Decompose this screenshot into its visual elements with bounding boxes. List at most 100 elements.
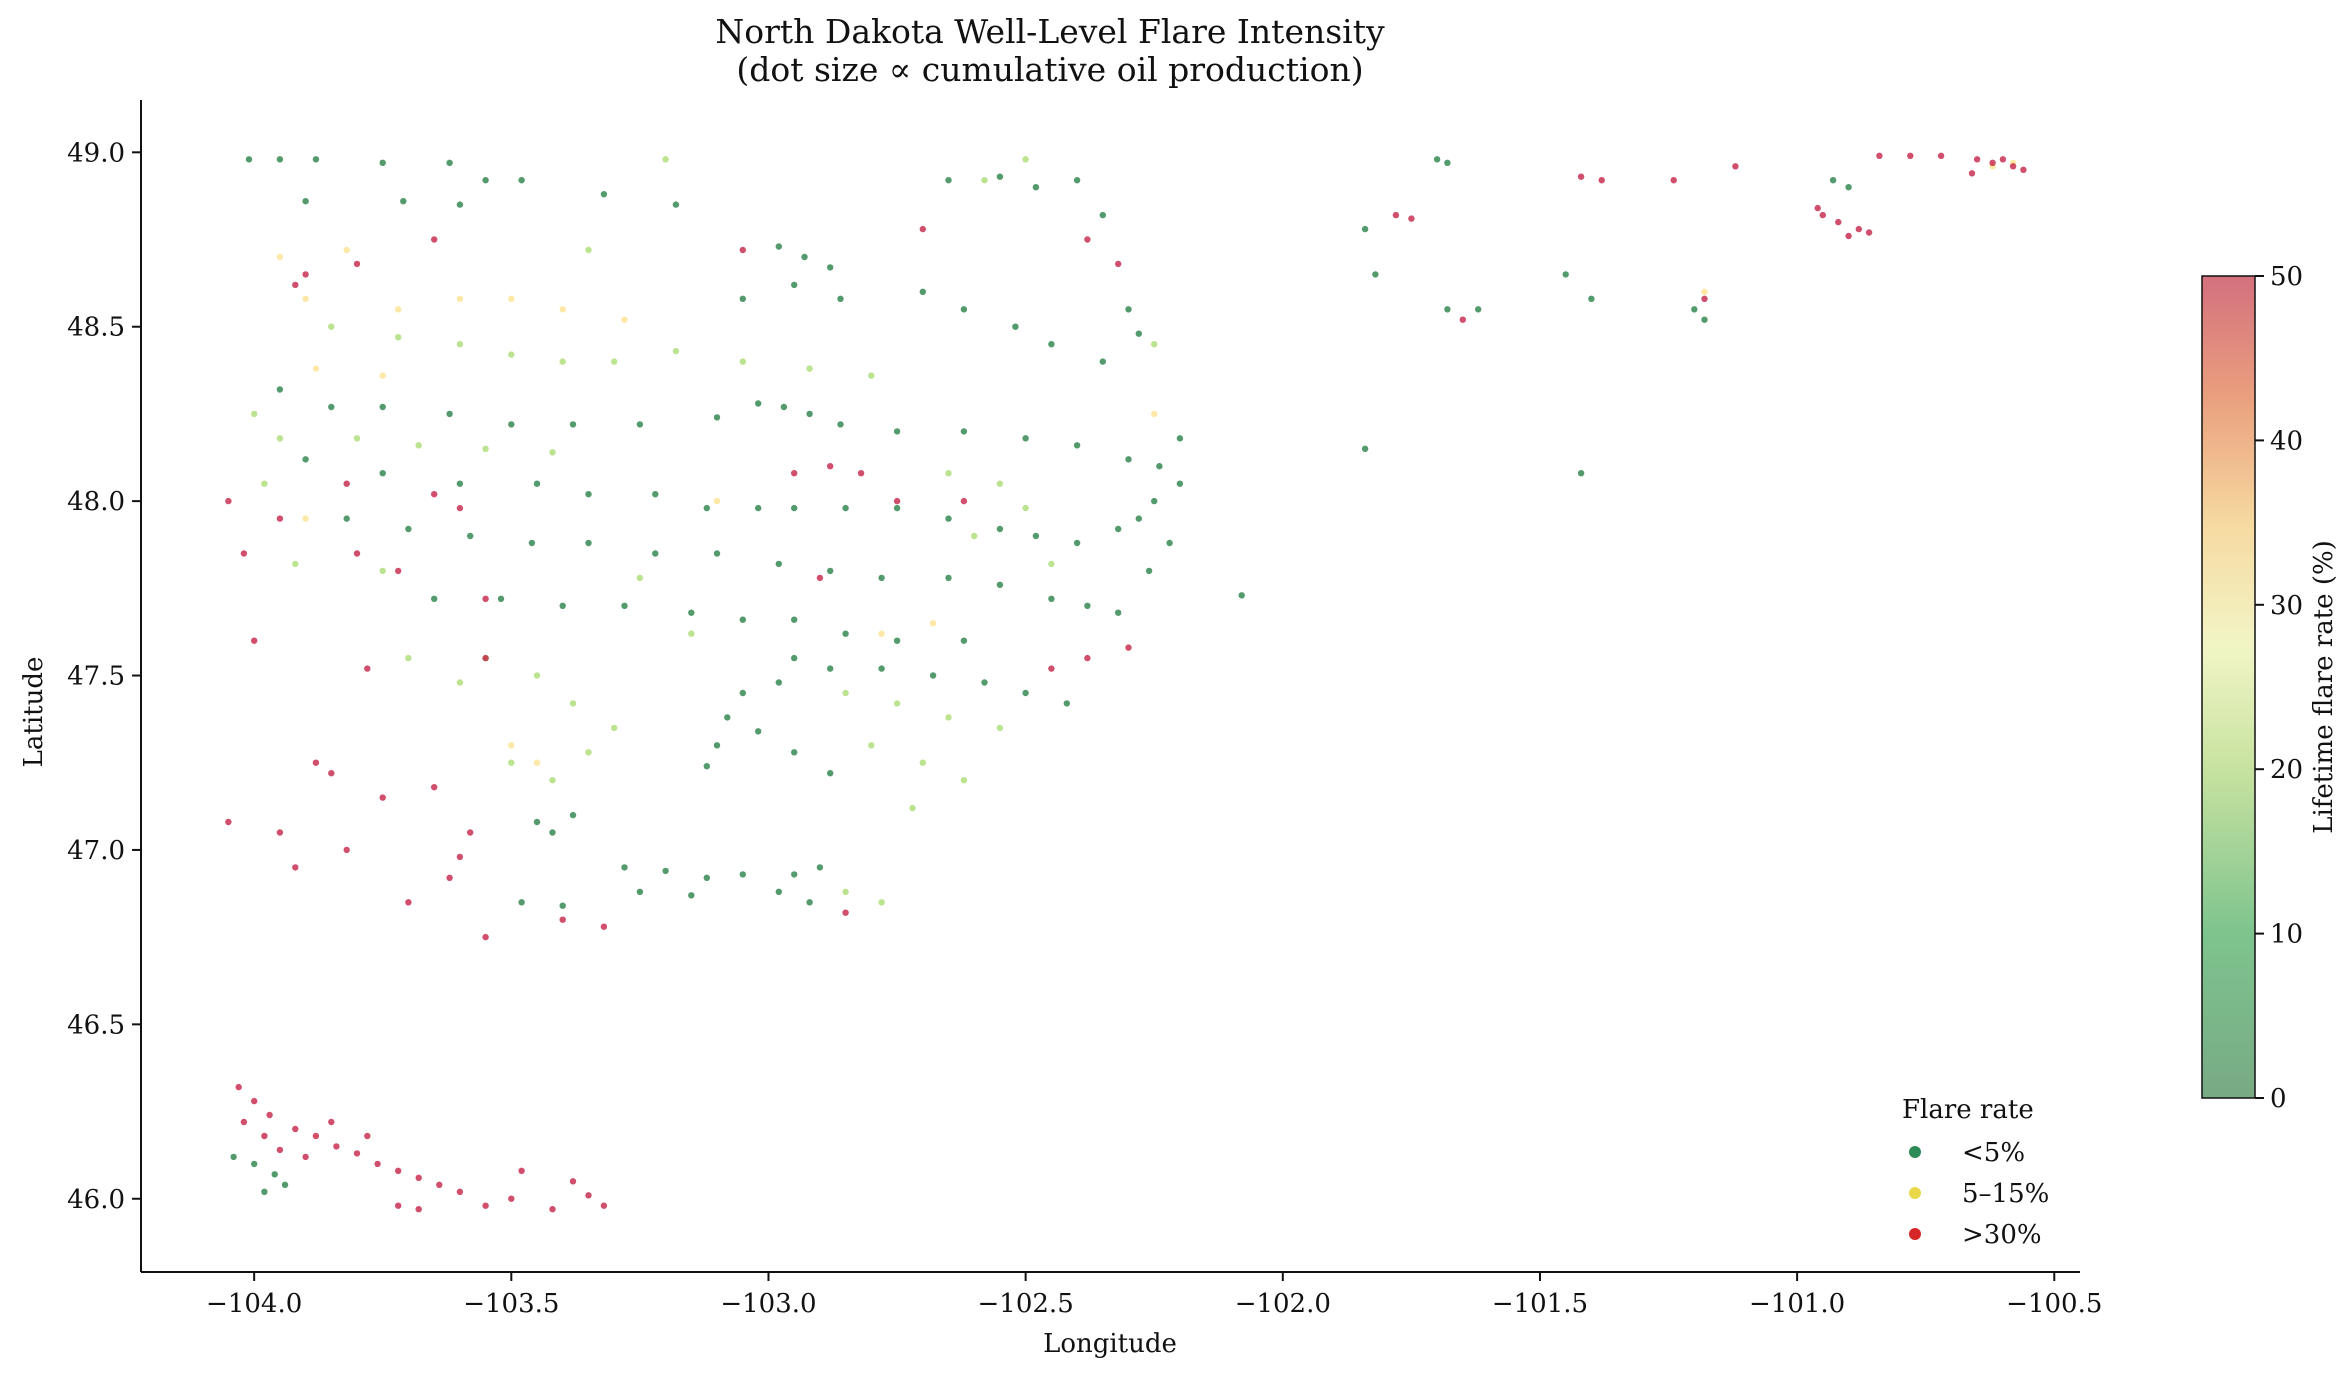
scatter-point: [585, 246, 592, 254]
scatter-point: [960, 637, 968, 644]
scatter-point: [960, 497, 968, 505]
scatter-point: [1012, 323, 1019, 330]
scatter-point: [1048, 665, 1055, 672]
colorbar-tick-label: 0: [2270, 1084, 2287, 1114]
scatter-point: [1361, 445, 1369, 452]
scatter-point: [827, 463, 834, 470]
scatter-point: [436, 1181, 443, 1189]
scatter-point: [801, 253, 808, 261]
legend-label-high: >30%: [1962, 1220, 2042, 1250]
scatter-point: [374, 1160, 381, 1168]
scatter-point: [621, 316, 628, 323]
scatter-point: [569, 1178, 577, 1185]
scatter-point: [1577, 470, 1585, 477]
scatter-point: [251, 1097, 258, 1105]
scatter-point: [1475, 306, 1482, 313]
scatter-point: [739, 616, 746, 623]
scatter-point: [1135, 515, 1143, 522]
scatter-point: [893, 428, 901, 435]
scatter-point: [456, 679, 464, 686]
scatter-point: [467, 829, 474, 836]
scatter-point: [302, 271, 309, 278]
scatter-point: [1433, 156, 1441, 163]
scatter-point: [271, 1171, 278, 1178]
scatter-point: [996, 525, 1004, 533]
scatter-point: [395, 567, 402, 575]
scatter-point: [312, 1132, 320, 1140]
y-tick-label: 48.5: [67, 313, 125, 343]
scatter-point: [431, 491, 438, 498]
legend-marker-low: [1909, 1146, 1921, 1158]
scatter-point: [929, 672, 937, 679]
scatter-point: [559, 916, 566, 923]
x-tick-label: −101.0: [1749, 1289, 1845, 1319]
scatter-point: [1598, 177, 1605, 184]
scatter-point: [636, 888, 644, 895]
scatter-point: [775, 679, 782, 686]
legend-title: Flare rate: [1902, 1095, 2034, 1125]
scatter-point: [893, 700, 901, 707]
scatter-point: [1819, 211, 1827, 219]
scatter-point: [842, 630, 849, 637]
scatter-point: [775, 243, 782, 250]
scatter-point: [415, 442, 422, 449]
scatter-point: [292, 560, 299, 568]
x-tick-label: −100.5: [2006, 1289, 2102, 1319]
scatter-point: [724, 714, 731, 721]
scatter-point: [508, 351, 515, 358]
scatter-point: [1115, 609, 1122, 616]
scatter-point: [1084, 602, 1091, 609]
scatter-point: [328, 403, 335, 411]
scatter-point: [1151, 410, 1158, 418]
scatter-point: [456, 341, 464, 348]
scatter-point: [621, 602, 628, 609]
scatter-point: [276, 156, 284, 163]
scatter-point: [945, 515, 952, 522]
scatter-point: [405, 899, 412, 906]
scatter-point: [400, 198, 407, 205]
scatter-point: [1115, 260, 1122, 268]
scatter-point: [302, 295, 309, 302]
x-tick-label: −103.5: [463, 1289, 559, 1319]
scatter-point: [960, 428, 968, 435]
scatter-point: [251, 410, 258, 418]
scatter-point: [1907, 152, 1914, 159]
x-axis-ticks: −104.0 −103.5 −103.0 −102.5 −102.0 −101.5 −101…: [206, 1272, 2102, 1319]
scatter-point: [261, 1188, 268, 1196]
scatter-point: [791, 616, 798, 623]
scatter-point: [780, 403, 788, 411]
scatter-point: [945, 714, 952, 721]
scatter-point: [981, 679, 988, 686]
y-tick-label: 46.0: [67, 1185, 125, 1215]
scatter-point: [1115, 525, 1122, 533]
scatter-point: [508, 1195, 515, 1202]
scatter-point: [585, 491, 592, 498]
scatter-point: [312, 156, 320, 163]
scatter-point: [585, 539, 592, 547]
scatter-point: [1238, 592, 1245, 599]
scatter-point: [1151, 497, 1158, 505]
scatter-point: [1022, 156, 1029, 163]
scatter-point: [739, 871, 746, 878]
scatter-point: [446, 410, 453, 418]
scatter-point: [893, 497, 901, 505]
x-axis-label: Longitude: [1043, 1329, 1177, 1359]
scatter-point: [816, 574, 824, 582]
scatter-point: [276, 829, 284, 836]
x-tick-label: −102.5: [978, 1289, 1074, 1319]
scatter-point: [395, 334, 402, 341]
scatter-point: [636, 574, 644, 582]
scatter-point: [713, 497, 721, 505]
scatter-point: [518, 1167, 525, 1175]
scatter-point: [755, 400, 762, 407]
scatter-point: [878, 665, 885, 672]
scatter-point: [379, 372, 386, 379]
scatter-point: [1099, 211, 1107, 219]
colorbar-label: Lifetime flare rate (%): [2309, 540, 2339, 834]
x-tick-label: −103.0: [720, 1289, 816, 1319]
scatter-point: [569, 811, 577, 819]
scatter-point: [1156, 463, 1163, 470]
scatter-point: [1084, 654, 1091, 662]
scatter-point: [1701, 316, 1708, 323]
scatter-point: [1048, 595, 1055, 602]
